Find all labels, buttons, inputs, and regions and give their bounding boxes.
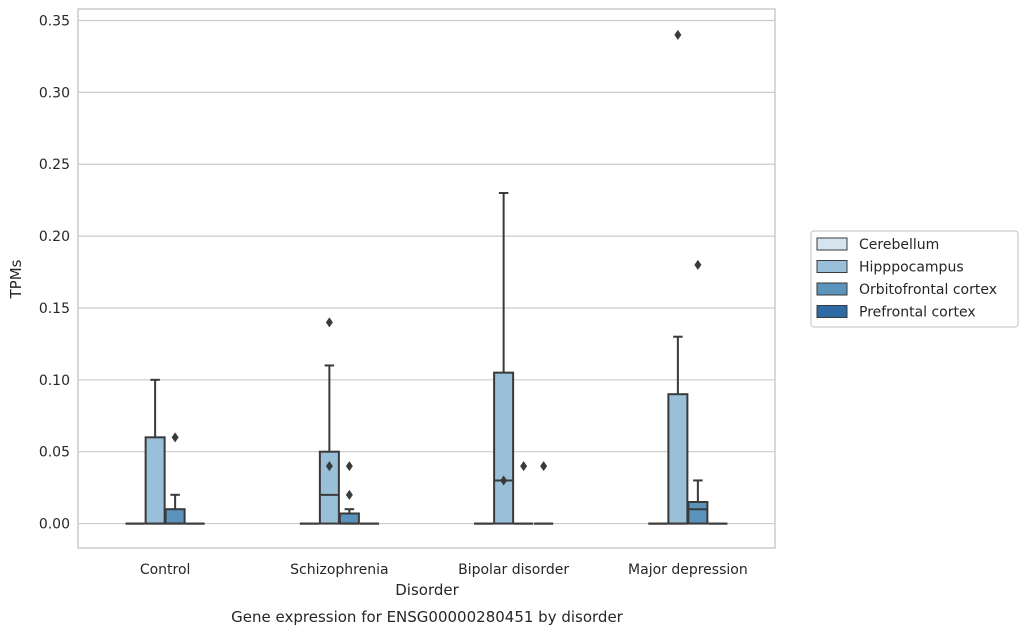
x-tick-label: Schizophrenia <box>290 562 388 578</box>
legend-swatch <box>816 305 848 318</box>
outlier-point <box>520 461 528 472</box>
outlier-point <box>674 29 682 40</box>
box-body <box>667 393 689 525</box>
y-tick-label: 0.15 <box>39 301 70 317</box>
box-hipppocampus <box>667 29 689 525</box>
outlier-point <box>694 259 702 270</box>
legend-label: Cerebellum <box>859 237 939 253</box>
x-tick-label: Bipolar disorder <box>458 562 569 578</box>
chart-caption: Gene expression for ENSG00000280451 by d… <box>231 608 624 626</box>
y-tick-label: 0.35 <box>39 13 70 29</box>
legend-swatch <box>816 282 848 296</box>
outlier-point <box>540 461 548 472</box>
legend-swatch <box>816 237 848 251</box>
box-orbitofrontal-cortex <box>338 461 360 525</box>
outlier-point <box>345 489 353 500</box>
y-tick-label: 0.05 <box>39 445 70 461</box>
outlier-point <box>325 461 333 472</box>
y-tick-label: 0.30 <box>39 85 70 101</box>
outlier-point <box>171 432 179 443</box>
legend-swatch <box>816 260 848 273</box>
legend: Cerebellum Hipppocampus Orbitofrontal cort… <box>810 230 1019 328</box>
box-body <box>144 436 166 525</box>
legend-label: Prefrontal cortex <box>859 305 976 321</box>
y-axis-title: TPMs <box>7 259 25 299</box>
y-tick-label: 0.00 <box>39 517 70 533</box>
box-body <box>338 512 360 525</box>
legend-frame <box>810 230 1019 328</box>
outlier-point <box>500 475 508 486</box>
box-body <box>687 501 709 525</box>
x-tick-label: Control <box>140 562 191 578</box>
box-hipppocampus <box>144 378 166 525</box>
box-body <box>493 371 515 525</box>
box-orbitofrontal-cortex <box>164 432 186 525</box>
y-tick-label: 0.20 <box>39 229 70 245</box>
legend-label: Hipppocampus <box>859 260 964 276</box>
grid-lines <box>78 19 775 525</box>
outlier-point <box>345 461 353 472</box>
box-prefrontal-cortex <box>534 461 554 525</box>
box-body <box>164 508 186 525</box>
box-orbitofrontal-cortex <box>687 259 709 525</box>
box-body <box>318 450 340 525</box>
x-tick-label: Major depression <box>628 562 748 578</box>
box-orbitofrontal-cortex <box>514 461 534 525</box>
y-tick-label: 0.10 <box>39 373 70 389</box>
plot-frame <box>77 8 776 549</box>
box-hipppocampus <box>318 317 340 525</box>
legend-label: Orbitofrontal cortex <box>859 282 997 298</box>
y-axis-ticks: 0.00 0.05 0.10 0.15 0.20 0.25 0.30 0.35 <box>39 13 70 532</box>
x-axis-title: Disorder <box>395 581 459 599</box>
y-tick-label: 0.25 <box>39 157 70 173</box>
x-axis-ticks: Control Schizophrenia Bipolar disorder Majo… <box>140 562 748 578</box>
box-plot-marks <box>125 29 728 525</box>
outlier-point <box>325 317 333 328</box>
box-hipppocampus <box>493 191 515 525</box>
